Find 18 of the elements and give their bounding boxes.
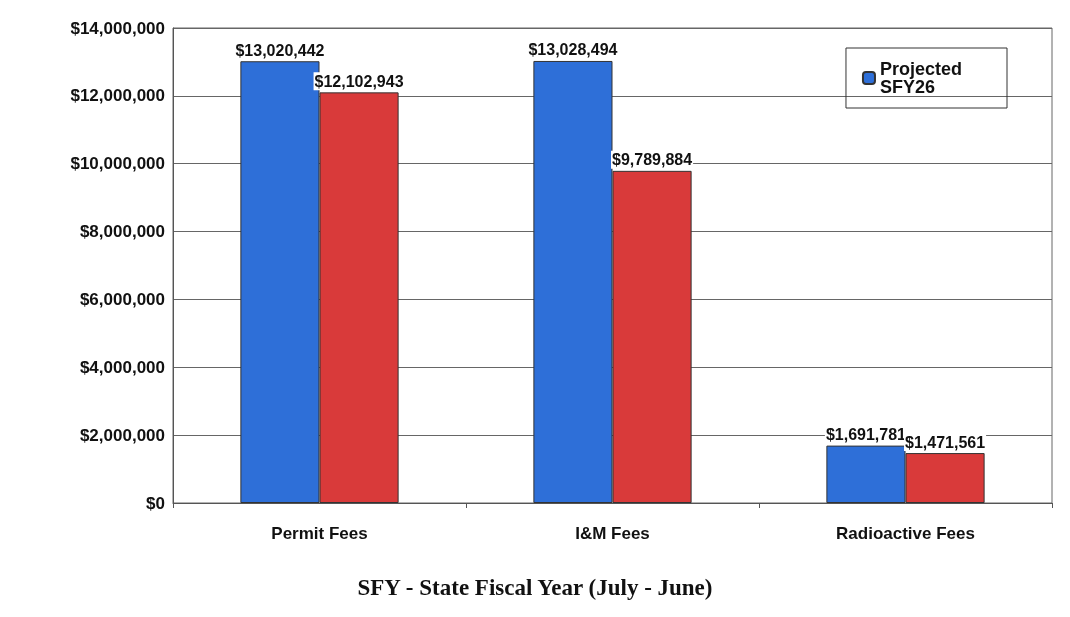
y-tick-label: $6,000,000 (79, 289, 165, 309)
x-axis-title: SFY - State Fiscal Year (July - June) (357, 575, 713, 600)
y-tick-label: $14,000,000 (70, 18, 165, 38)
x-tick-label: I&M Fees (575, 524, 650, 543)
y-tick-label: $4,000,000 (79, 357, 165, 377)
legend-label: Projected SFY26 (879, 59, 967, 97)
data-label: $13,028,494 (528, 41, 618, 59)
data-label: $12,102,943 (314, 72, 404, 90)
x-tick-label: Radioactive Fees (836, 524, 975, 543)
y-tick-label: $2,000,000 (79, 425, 165, 445)
x-tick-label: Permit Fees (271, 524, 368, 543)
data-label: $1,471,561 (905, 433, 986, 451)
y-tick-label: $8,000,000 (79, 222, 165, 242)
y-tick-label: $12,000,000 (70, 86, 165, 106)
data-label: $13,020,442 (235, 41, 325, 59)
y-tick-label: $0 (146, 493, 165, 513)
data-label: $9,789,884 (612, 151, 693, 169)
y-tick-label: $10,000,000 (70, 154, 165, 174)
